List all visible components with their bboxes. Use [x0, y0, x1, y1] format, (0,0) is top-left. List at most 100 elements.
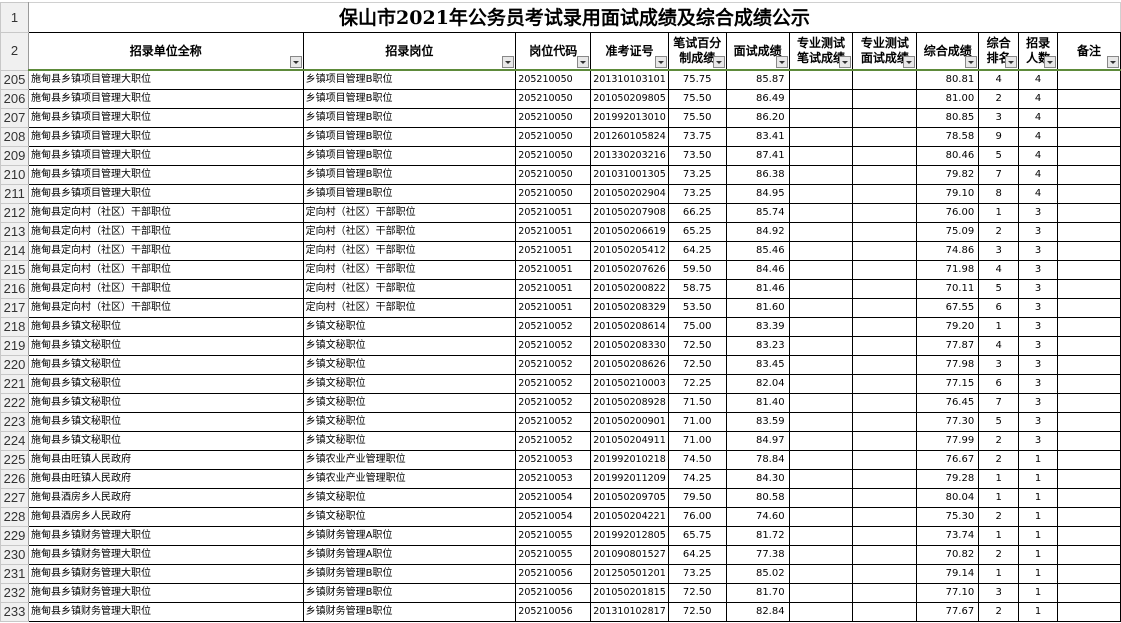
position-code-cell[interactable]: 205210054: [515, 488, 592, 508]
rank-cell[interactable]: 2: [978, 602, 1020, 622]
filter-dropdown-icon[interactable]: [1044, 56, 1057, 68]
prof-interview-cell[interactable]: [852, 393, 918, 413]
quota-cell[interactable]: 1: [1018, 602, 1059, 622]
position-cell[interactable]: 乡镇项目管理B职位: [302, 89, 517, 109]
prof-written-cell[interactable]: [788, 203, 854, 223]
column-header[interactable]: 岗位代码: [515, 32, 592, 71]
rank-cell[interactable]: 3: [978, 583, 1020, 603]
interview-score-cell[interactable]: 83.59: [725, 412, 790, 432]
position-cell[interactable]: 乡镇农业产业管理职位: [302, 469, 517, 489]
prof-interview-cell[interactable]: [852, 165, 918, 185]
row-header[interactable]: 221: [0, 374, 29, 394]
position-code-cell[interactable]: 205210050: [515, 184, 592, 204]
position-code-cell[interactable]: 205210052: [515, 374, 592, 394]
filter-dropdown-icon[interactable]: [1005, 56, 1018, 68]
remark-cell[interactable]: [1057, 222, 1121, 242]
total-score-cell[interactable]: 80.85: [916, 108, 980, 128]
position-code-cell[interactable]: 205210056: [515, 583, 592, 603]
quota-cell[interactable]: 3: [1018, 222, 1059, 242]
position-cell[interactable]: 定向村（社区）干部职位: [302, 203, 517, 223]
total-score-cell[interactable]: 75.09: [916, 222, 980, 242]
written-score-cell[interactable]: 65.25: [667, 222, 727, 242]
ticket-number-cell[interactable]: 201050200822: [590, 279, 669, 299]
prof-written-cell[interactable]: [788, 450, 854, 470]
position-code-cell[interactable]: 205210053: [515, 469, 592, 489]
sheet-title[interactable]: 保山市2021年公务员考试录用面试成绩及综合成绩公示: [27, 2, 1121, 33]
quota-cell[interactable]: 1: [1018, 545, 1059, 565]
unit-cell[interactable]: 施甸县定向村（社区）干部职位: [27, 203, 304, 223]
quota-cell[interactable]: 4: [1018, 146, 1059, 166]
unit-cell[interactable]: 施甸县乡镇项目管理大职位: [27, 127, 304, 147]
row-header[interactable]: 211: [0, 184, 29, 204]
prof-written-cell[interactable]: [788, 279, 854, 299]
remark-cell[interactable]: [1057, 146, 1121, 166]
written-score-cell[interactable]: 73.50: [667, 146, 727, 166]
ticket-number-cell[interactable]: 201050208928: [590, 393, 669, 413]
total-score-cell[interactable]: 80.46: [916, 146, 980, 166]
position-code-cell[interactable]: 205210051: [515, 298, 592, 318]
quota-cell[interactable]: 3: [1018, 298, 1059, 318]
written-score-cell[interactable]: 59.50: [667, 260, 727, 280]
position-cell[interactable]: 乡镇农业产业管理职位: [302, 450, 517, 470]
remark-cell[interactable]: [1057, 526, 1121, 546]
position-code-cell[interactable]: 205210055: [515, 545, 592, 565]
unit-cell[interactable]: 施甸县乡镇财务管理大职位: [27, 545, 304, 565]
position-code-cell[interactable]: 205210053: [515, 450, 592, 470]
remark-cell[interactable]: [1057, 279, 1121, 299]
position-code-cell[interactable]: 205210050: [515, 69, 592, 90]
rank-cell[interactable]: 2: [978, 222, 1020, 242]
row-header[interactable]: 222: [0, 393, 29, 413]
total-score-cell[interactable]: 78.58: [916, 127, 980, 147]
prof-written-cell[interactable]: [788, 317, 854, 337]
written-score-cell[interactable]: 72.50: [667, 336, 727, 356]
column-header[interactable]: 招录人数: [1018, 32, 1059, 71]
rank-cell[interactable]: 1: [978, 526, 1020, 546]
remark-cell[interactable]: [1057, 203, 1121, 223]
quota-cell[interactable]: 3: [1018, 374, 1059, 394]
prof-written-cell[interactable]: [788, 165, 854, 185]
position-cell[interactable]: 乡镇项目管理B职位: [302, 165, 517, 185]
prof-interview-cell[interactable]: [852, 184, 918, 204]
unit-cell[interactable]: 施甸县酒房乡人民政府: [27, 507, 304, 527]
prof-written-cell[interactable]: [788, 412, 854, 432]
filter-dropdown-icon[interactable]: [712, 56, 725, 68]
row-header[interactable]: 210: [0, 165, 29, 185]
position-cell[interactable]: 乡镇文秘职位: [302, 507, 517, 527]
position-cell[interactable]: 乡镇财务管理B职位: [302, 602, 517, 622]
column-header[interactable]: 备注: [1057, 32, 1121, 71]
position-code-cell[interactable]: 205210051: [515, 260, 592, 280]
prof-written-cell[interactable]: [788, 431, 854, 451]
prof-written-cell[interactable]: [788, 545, 854, 565]
remark-cell[interactable]: [1057, 298, 1121, 318]
unit-cell[interactable]: 施甸县乡镇文秘职位: [27, 412, 304, 432]
prof-written-cell[interactable]: [788, 488, 854, 508]
position-code-cell[interactable]: 205210050: [515, 89, 592, 109]
position-cell[interactable]: 乡镇文秘职位: [302, 393, 517, 413]
unit-cell[interactable]: 施甸县乡镇项目管理大职位: [27, 184, 304, 204]
rank-cell[interactable]: 1: [978, 488, 1020, 508]
interview-score-cell[interactable]: 85.02: [725, 564, 790, 584]
remark-cell[interactable]: [1057, 336, 1121, 356]
total-score-cell[interactable]: 77.99: [916, 431, 980, 451]
written-score-cell[interactable]: 75.50: [667, 108, 727, 128]
ticket-number-cell[interactable]: 201050208626: [590, 355, 669, 375]
unit-cell[interactable]: 施甸县定向村（社区）干部职位: [27, 260, 304, 280]
row-header[interactable]: 212: [0, 203, 29, 223]
rank-cell[interactable]: 8: [978, 184, 1020, 204]
row-header[interactable]: 220: [0, 355, 29, 375]
ticket-number-cell[interactable]: 201050208614: [590, 317, 669, 337]
quota-cell[interactable]: 4: [1018, 184, 1059, 204]
total-score-cell[interactable]: 74.86: [916, 241, 980, 261]
total-score-cell[interactable]: 79.14: [916, 564, 980, 584]
rank-cell[interactable]: 2: [978, 431, 1020, 451]
ticket-number-cell[interactable]: 201050206619: [590, 222, 669, 242]
column-header[interactable]: 招录岗位: [302, 32, 517, 71]
rank-cell[interactable]: 4: [978, 260, 1020, 280]
written-score-cell[interactable]: 71.50: [667, 393, 727, 413]
prof-interview-cell[interactable]: [852, 450, 918, 470]
filter-dropdown-icon[interactable]: [577, 56, 590, 68]
prof-written-cell[interactable]: [788, 222, 854, 242]
prof-interview-cell[interactable]: [852, 602, 918, 622]
interview-score-cell[interactable]: 84.92: [725, 222, 790, 242]
written-score-cell[interactable]: 64.25: [667, 545, 727, 565]
